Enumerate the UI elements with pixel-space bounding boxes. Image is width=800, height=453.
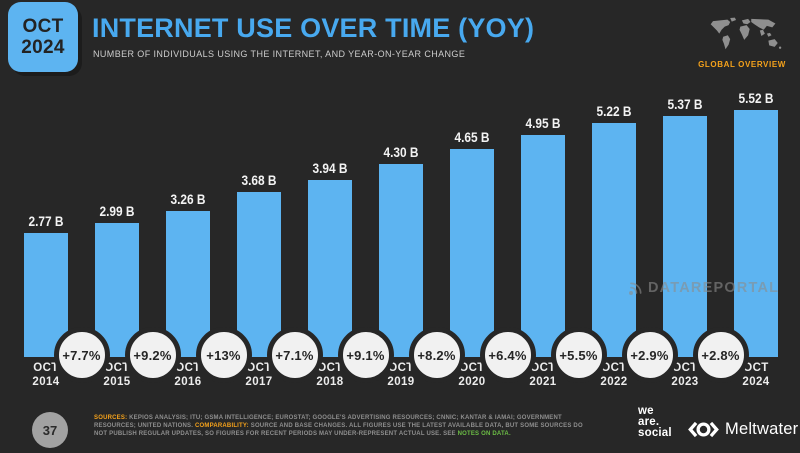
- bar: [663, 116, 707, 357]
- x-axis-label: OCT 2024: [742, 362, 770, 388]
- bar: [521, 135, 565, 357]
- global-overview-label: GLOBAL OVERVIEW: [698, 60, 786, 69]
- sources-note: SOURCES: KEPIOS ANALYSIS; ITU; GSMA INTE…: [94, 414, 592, 438]
- sources-text: KEPIOS ANALYSIS; ITU; GSMA INTELLIGENCE;…: [94, 415, 562, 429]
- x-axis-label: OCT 2017: [245, 362, 273, 388]
- chart-canvas: DATAREPORTAL 2.77 B 2.99 B 3.26 B 3.68 B 3.9…: [0, 88, 800, 357]
- notes-on-data-link[interactable]: NOTES ON DATA.: [457, 431, 511, 437]
- bar-value-label: 2.77 B: [28, 213, 64, 229]
- x-axis-label: OCT 2021: [529, 362, 557, 388]
- yoy-change-badge: +5.5%: [550, 327, 607, 383]
- x-axis-label: OCT 2023: [671, 362, 699, 388]
- yoy-change-badge: +8.2%: [408, 327, 465, 383]
- bar: [308, 180, 352, 357]
- bar: [592, 123, 636, 357]
- bar-value-label: 2.99 B: [99, 203, 135, 219]
- yoy-change-badge: +13%: [195, 327, 252, 383]
- sources-label: SOURCES:: [94, 415, 128, 421]
- x-axis-label: OCT 2019: [387, 362, 415, 388]
- meltwater-name: Meltwater: [725, 420, 799, 438]
- yoy-change-badge: +9.2%: [124, 327, 181, 383]
- x-axis-label: OCT 2020: [458, 362, 486, 388]
- yoy-change-badge: +2.9%: [621, 327, 678, 383]
- bar: [734, 110, 778, 357]
- datareportal-icon: [629, 282, 642, 295]
- x-axis-label: OCT 2022: [600, 362, 628, 388]
- bar-value-label: 4.65 B: [454, 129, 490, 145]
- bar: [166, 211, 210, 357]
- bar: [237, 192, 281, 357]
- datareportal-watermark: DATAREPORTAL: [628, 280, 779, 296]
- we-are-social-line: are.: [638, 416, 660, 428]
- bar-value-label: 3.94 B: [312, 160, 348, 176]
- yoy-change-badge: +7.1%: [266, 327, 323, 383]
- bar-value-label: 5.22 B: [596, 103, 632, 119]
- x-axis-label: OCT 2016: [174, 362, 202, 388]
- yoy-change-badge: +6.4%: [479, 327, 536, 383]
- x-axis-label: OCT 2015: [103, 362, 131, 388]
- comparability-label: COMPARABILITY:: [194, 423, 249, 429]
- page-subtitle: NUMBER OF INDIVIDUALS USING THE INTERNET…: [93, 49, 466, 59]
- yoy-change-badge: +7.7%: [53, 327, 110, 383]
- x-axis-label: OCT 2018: [316, 362, 344, 388]
- bar: [379, 164, 423, 357]
- yoy-badges-row: +7.7% +9.2% +13% +7.1% +9.1% +8.2% +6.4% +5.5% +…: [0, 327, 800, 383]
- meltwater-icon: [688, 421, 719, 438]
- x-axis-label: OCT 2014: [32, 362, 60, 388]
- bar-value-label: 3.26 B: [170, 191, 206, 207]
- page-number-badge: 37: [32, 412, 68, 448]
- we-are-social-line: we: [638, 405, 654, 417]
- bar-value-label: 5.52 B: [738, 90, 774, 106]
- datareportal-watermark-text: DATAREPORTAL: [648, 280, 780, 296]
- comparability-text: SOURCE AND BASE CHANGES. ALL FIGURES USE…: [94, 423, 583, 437]
- meltwater-logo: Meltwater: [687, 419, 798, 440]
- x-axis: OCT 2014 OCT 2015 OCT 2016 OCT 2017 OCT 2018 OCT 20…: [0, 362, 800, 394]
- bar: [450, 149, 494, 357]
- page-title: INTERNET USE OVER TIME (YOY): [92, 13, 535, 43]
- yoy-change-badge: +2.8%: [692, 327, 749, 383]
- bar-value-label: 4.95 B: [525, 115, 561, 131]
- bar-value-label: 3.68 B: [241, 172, 277, 188]
- bar-value-label: 4.30 B: [383, 144, 419, 160]
- date-badge: OCT 2024: [8, 2, 78, 72]
- date-badge-year: 2024: [21, 37, 65, 58]
- we-are-social-line: social: [638, 427, 672, 439]
- bar-value-label: 5.37 B: [667, 96, 703, 112]
- bar: [95, 223, 139, 357]
- world-map-icon: [706, 15, 784, 57]
- yoy-change-badge: +9.1%: [337, 327, 394, 383]
- date-badge-month: OCT: [22, 16, 64, 37]
- page-number: 37: [42, 422, 58, 438]
- we-are-social-logo: we are. social: [638, 405, 672, 439]
